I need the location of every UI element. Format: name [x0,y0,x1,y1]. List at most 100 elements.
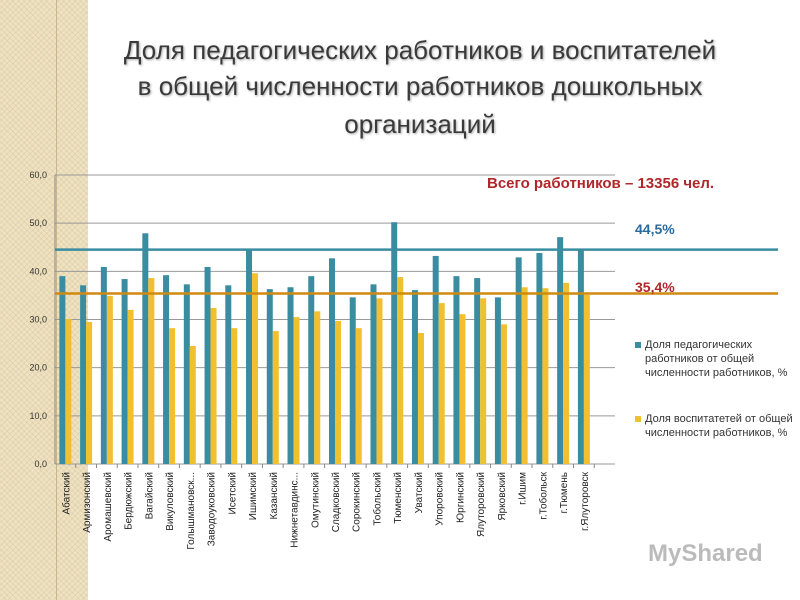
reference-label-educators: 35,4% [635,279,675,295]
x-tick-label: Армизонский [82,472,93,533]
bar-teachers [142,233,149,464]
bar-educators [210,307,217,464]
bar-educators [480,298,487,464]
y-tick-label: 20,0 [29,363,47,373]
bar-educators [148,278,155,464]
y-tick-label: 60,0 [29,170,47,180]
y-tick-label: 0,0 [34,459,47,469]
bar-teachers [494,297,501,464]
x-tick-label: Ишимский [248,472,259,520]
bar-educators [127,309,134,464]
bar-educators [438,303,445,464]
x-tick-label: Абатский [60,472,72,515]
x-tick-label: Заводоуковский [207,472,218,546]
x-tick-label: г.Ялуторовск [580,471,591,531]
bar-educators [106,295,113,464]
legend-item-teachers: Доля педагогических работников от общей … [635,338,795,380]
bar-educators [459,314,466,464]
x-tick-label: Тюменский [393,472,404,524]
bar-teachers [577,249,584,464]
bar-teachers [246,250,253,464]
bar-teachers [391,222,398,464]
bar-teachers [349,297,356,464]
bar-educators [521,287,528,464]
bar-educators [563,282,570,464]
x-tick-label: Казанский [269,472,280,520]
bar-teachers [515,257,522,464]
decorative-line [56,0,57,600]
bar-educators [293,317,300,464]
y-tick-label: 10,0 [29,411,47,421]
bar-teachers [432,255,439,464]
bar-teachers [329,258,335,464]
y-tick-label: 50,0 [29,218,47,228]
x-tick-label: Бердюжский [124,472,135,530]
total-workers-annotation: Всего работников – 13356 чел. [487,175,715,192]
bar-educators [65,319,72,464]
bar-teachers [121,279,128,464]
title-line-2: в общей численности работников дошкольны… [137,71,703,101]
bar-teachers [411,290,418,464]
x-tick-label: Голышмановск... [186,472,197,550]
y-tick-label: 30,0 [29,315,47,325]
legend-item-educators: Доля воспитатетей от общей численности р… [635,412,795,440]
bar-educators [500,324,507,464]
title-line-3: организаций [344,109,496,139]
bar-teachers [453,276,460,464]
x-tick-label: Аромашевский [103,472,114,542]
x-tick-label: Викуловский [165,472,176,531]
bar-educators [542,288,549,464]
bar-educators [583,294,590,464]
bar-educators [231,328,238,464]
legend-swatch [635,342,641,348]
bar-educators [169,328,176,464]
bar-educators [355,328,362,464]
bar-teachers [183,284,190,464]
x-tick-label: Ялуторовский [476,472,487,537]
bar-educators [376,298,383,464]
reference-label-teachers: 44,5% [635,221,675,237]
bar-teachers [474,278,481,464]
bar-teachers [536,253,543,464]
bar-teachers [266,289,273,464]
bar-educators [189,345,196,464]
bar-educators [397,277,404,464]
x-tick-label: Сладковский [331,472,342,532]
bar-educators [272,331,279,464]
x-tick-label: г.Ишим [518,472,529,505]
bar-educators [86,321,93,464]
legend-swatch [635,416,641,422]
y-tick-label: 40,0 [29,266,47,276]
bar-teachers [225,285,232,464]
x-tick-label: Уватский [414,472,425,513]
x-tick-label: Ярковский [497,472,508,521]
watermark-logo: MyShared [648,540,763,567]
x-tick-label: Нижнетавдинс... [290,472,301,548]
x-tick-label: Исетский [227,472,238,514]
bar-educators [417,332,424,464]
bar-teachers [557,237,564,464]
x-tick-label: Упоровский [435,472,446,526]
bar-teachers [287,287,294,464]
x-tick-label: Юргинский [455,472,466,523]
x-tick-label: г.Тюмень [559,472,570,513]
bar-educators [314,311,321,464]
bar-teachers [370,284,377,464]
title-line-1: Доля педагогических работников и воспита… [123,35,717,65]
x-tick-label: Тобольский [371,472,383,526]
bar-teachers [204,266,211,464]
bar-teachers [59,276,66,464]
bar-educators [335,320,341,464]
x-tick-label: Омутинский [310,472,321,528]
decorative-stripe [0,0,88,600]
x-tick-label: г.Тобольск [537,471,549,519]
x-tick-label: Сорокинский [352,472,363,532]
legend-label: Доля педагогических работников от общей … [645,339,788,379]
legend-label: Доля воспитатетей от общей численности р… [645,413,793,439]
bar-teachers [100,266,107,464]
bar-educators [252,273,259,464]
x-tick-label: Вагайский [144,472,155,519]
bar-teachers [308,276,315,464]
bar-teachers [80,285,87,464]
